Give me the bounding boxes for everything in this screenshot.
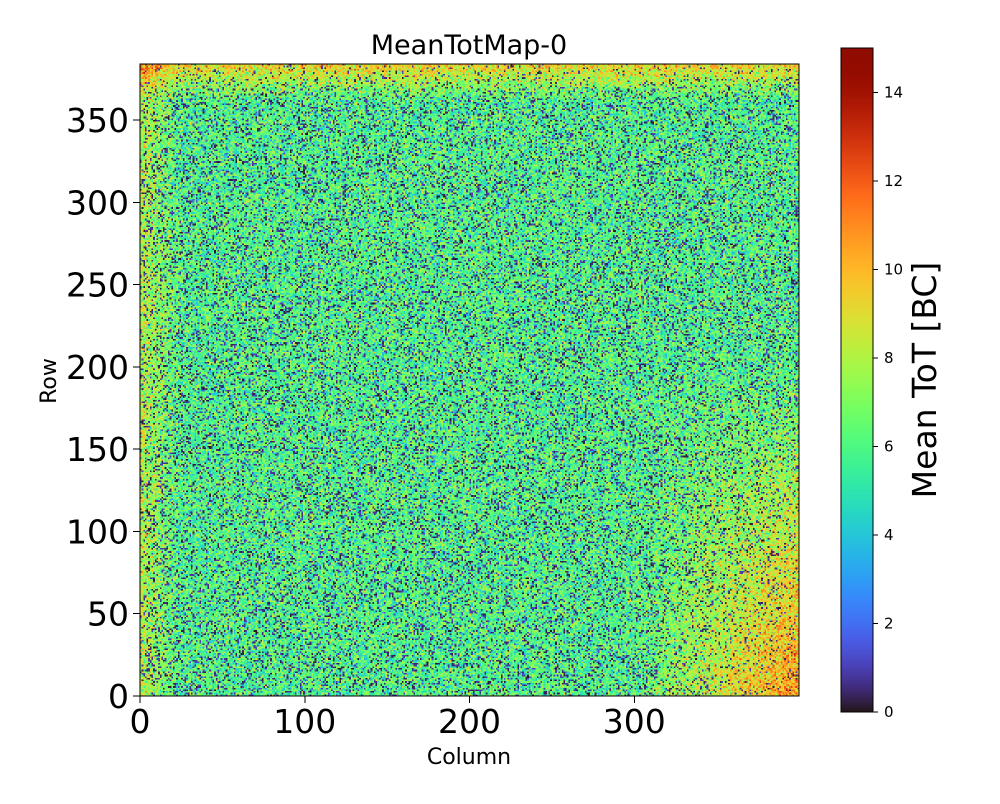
heatmap-image <box>140 64 799 696</box>
y-tick-label: 250 <box>66 266 129 305</box>
chart-title: MeanTotMap-0 <box>371 30 567 61</box>
y-tick-label: 350 <box>66 101 129 140</box>
x-tick-label: 100 <box>273 702 336 741</box>
colorbar-tick-label: 4 <box>884 526 894 544</box>
colorbar-tick-label: 14 <box>884 83 903 101</box>
y-tick-label: 300 <box>66 183 129 222</box>
y-axis-label: Row <box>37 358 62 404</box>
x-axis: 0 100 200 300 <box>130 696 666 741</box>
colorbar-tick-label: 0 <box>884 703 894 721</box>
colorbar-frame <box>840 47 874 713</box>
y-tick-label: 150 <box>66 430 129 469</box>
x-axis-label: Column <box>427 745 511 770</box>
colorbar-tick-label: 12 <box>884 172 903 190</box>
plot-area <box>139 63 800 697</box>
y-axis: 0 50 100 150 200 250 300 350 <box>66 101 140 716</box>
x-tick-label: 200 <box>438 702 501 741</box>
y-tick-label: 100 <box>66 512 129 551</box>
colorbar-label: Mean ToT [BC] <box>905 262 944 499</box>
y-tick-label: 200 <box>66 348 129 387</box>
colorbar-ticks: 0 2 4 6 8 10 12 14 <box>873 83 903 721</box>
y-tick-label: 50 <box>87 595 129 634</box>
colorbar-tick-label: 6 <box>884 437 894 455</box>
colorbar-tick-label: 8 <box>884 349 894 367</box>
x-tick-label: 300 <box>603 702 666 741</box>
colorbar: 0 2 4 6 8 10 12 14 Mean ToT [BC] <box>840 47 944 721</box>
y-tick-label: 0 <box>108 677 129 716</box>
colorbar-tick-label: 10 <box>884 260 903 278</box>
colorbar-gradient <box>841 48 873 712</box>
colorbar-tick-label: 2 <box>884 614 894 632</box>
x-tick-label: 0 <box>130 702 151 741</box>
